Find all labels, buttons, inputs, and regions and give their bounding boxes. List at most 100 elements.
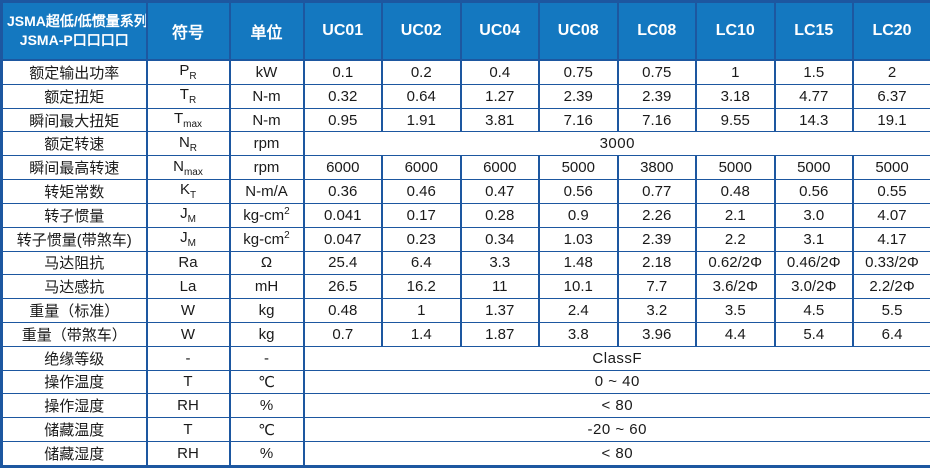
- value-cell-uc08: 0.75: [538, 59, 618, 85]
- symbol-cell: -: [145, 345, 230, 371]
- value-cell-uc01: 0.047: [302, 226, 382, 252]
- unit-cell: mH: [228, 274, 304, 299]
- spec-row: 绝缘等级 - - ClassF: [0, 345, 930, 371]
- value-cell-lc10: 0.62/2Φ: [695, 250, 775, 275]
- value-cell-uc08: 1.48: [538, 250, 618, 275]
- value-cell-lc20: 2.2/2Φ: [852, 274, 930, 299]
- row-label: 储藏湿度: [0, 441, 147, 467]
- spec-row: 瞬间最大扭矩 Tmax N-m 0.95 1.91 3.81 7.16 7.16 9.55 14.…: [0, 107, 930, 132]
- value-cell-uc02: 0.64: [381, 83, 461, 109]
- spec-row: 马达感抗 La mH 26.5 16.2 11 10.1 7.7 3.6/2Φ 3.0/2Φ 2.2…: [0, 274, 930, 299]
- value-cell-lc08: 0.75: [616, 59, 696, 85]
- value-cell-lc10: 3.6/2Φ: [695, 274, 775, 299]
- value-cell-lc10: 3.5: [695, 298, 775, 323]
- value-cell-lc15: 4.5: [773, 298, 853, 323]
- value-cell-lc20: 4.17: [852, 226, 930, 252]
- symbol-cell: RH: [145, 393, 230, 418]
- row-label: 操作湿度: [0, 393, 147, 418]
- value-cell-uc01: 0.36: [302, 179, 382, 204]
- value-cell-lc08: 2.39: [616, 226, 696, 252]
- value-cell-uc02: 0.23: [381, 226, 461, 252]
- value-cell-lc10: 1: [695, 59, 775, 85]
- value-cell-lc08: 7.7: [616, 274, 696, 299]
- series-title-line2: JSMA-P口口口口: [19, 32, 129, 48]
- symbol-cell: NR: [145, 131, 230, 156]
- value-cell-uc02: 0.17: [381, 202, 461, 228]
- spec-row: 转子惯量 JM kg-cm2 0.041 0.17 0.28 0.9 2.26 2.1 3.0 4.…: [0, 202, 930, 228]
- unit-cell: ℃: [228, 369, 304, 394]
- value-cell-lc10: 3.18: [695, 83, 775, 109]
- symbol-cell: KT: [145, 179, 230, 204]
- spec-row: 额定扭矩 TR N-m 0.32 0.64 1.27 2.39 2.39 3.18 4.77 6.3…: [0, 83, 930, 109]
- value-cell-uc02: 0.46: [381, 179, 461, 204]
- value-cell-uc04: 3.3: [459, 250, 539, 275]
- spec-row: 储藏湿度 RH% < 80: [0, 441, 930, 467]
- symbol-column-header: 符号: [145, 1, 230, 61]
- value-cell-uc04: 1.87: [459, 321, 539, 347]
- value-cell-lc08: 2.26: [616, 202, 696, 228]
- row-label: 瞬间最高转速: [0, 155, 147, 180]
- value-cell-lc10: 5000: [695, 155, 775, 180]
- model-header-uc01: UC01: [302, 1, 382, 61]
- unit-cell: kg-cm2: [228, 202, 304, 228]
- value-cell-lc10: 0.48: [695, 179, 775, 204]
- span-value-cell: < 80: [302, 393, 930, 418]
- span-value-cell: 3000: [302, 131, 930, 156]
- value-cell-uc04: 11: [459, 274, 539, 299]
- value-cell-lc20: 19.1: [852, 107, 930, 132]
- unit-cell: -: [228, 345, 304, 371]
- value-cell-uc01: 6000: [302, 155, 382, 180]
- value-cell-uc01: 0.48: [302, 298, 382, 323]
- value-cell-uc01: 25.4: [302, 250, 382, 275]
- row-label: 额定转速: [0, 131, 147, 156]
- spec-row: 操作湿度 RH% < 80: [0, 393, 930, 418]
- value-cell-lc15: 3.0: [773, 202, 853, 228]
- model-header-uc04: UC04: [459, 1, 539, 61]
- model-header-lc15: LC15: [773, 1, 853, 61]
- value-cell-lc08: 0.77: [616, 179, 696, 204]
- unit-column-header: 单位: [228, 1, 304, 61]
- row-label: 操作温度: [0, 369, 147, 394]
- value-cell-uc04: 1.27: [459, 83, 539, 109]
- value-cell-lc15: 0.46/2Φ: [773, 250, 853, 275]
- value-cell-uc04: 0.28: [459, 202, 539, 228]
- value-cell-uc01: 0.95: [302, 107, 382, 132]
- value-cell-uc08: 5000: [538, 155, 618, 180]
- unit-cell: kg: [228, 321, 304, 347]
- value-cell-lc15: 1.5: [773, 59, 853, 85]
- value-cell-uc08: 10.1: [538, 274, 618, 299]
- value-cell-uc04: 0.34: [459, 226, 539, 252]
- value-cell-lc15: 3.0/2Φ: [773, 274, 853, 299]
- value-cell-lc10: 9.55: [695, 107, 775, 132]
- value-cell-uc01: 0.041: [302, 202, 382, 228]
- value-cell-lc20: 0.33/2Φ: [852, 250, 930, 275]
- unit-cell: kg: [228, 298, 304, 323]
- value-cell-lc08: 3.2: [616, 298, 696, 323]
- unit-cell: Ω: [228, 250, 304, 275]
- value-cell-lc20: 6.4: [852, 321, 930, 347]
- symbol-cell: La: [145, 274, 230, 299]
- symbol-cell: Tmax: [145, 107, 230, 132]
- row-label: 转矩常数: [0, 179, 147, 204]
- symbol-cell: Ra: [145, 250, 230, 275]
- value-cell-uc01: 0.1: [302, 59, 382, 85]
- spec-row: 马达阻抗 Ra Ω 25.4 6.4 3.3 1.48 2.18 0.62/2Φ 0.46/2Φ 0…: [0, 250, 930, 275]
- row-label: 转子惯量: [0, 202, 147, 228]
- value-cell-uc04: 3.81: [459, 107, 539, 132]
- value-cell-lc08: 3800: [616, 155, 696, 180]
- spec-row: 转子惯量(带煞车) JM kg-cm2 0.047 0.23 0.34 1.03 2.39 2.…: [0, 226, 930, 252]
- symbol-cell: W: [145, 298, 230, 323]
- symbol-cell: T: [145, 417, 230, 442]
- symbol-cell: T: [145, 369, 230, 394]
- unit-cell: %: [228, 393, 304, 418]
- value-cell-uc02: 1.91: [381, 107, 461, 132]
- spec-row: 转矩常数 KT N-m/A 0.36 0.46 0.47 0.56 0.77 0.48 0.56 0…: [0, 179, 930, 204]
- value-cell-uc08: 7.16: [538, 107, 618, 132]
- value-cell-uc08: 3.8: [538, 321, 618, 347]
- value-cell-uc04: 1.37: [459, 298, 539, 323]
- value-cell-lc20: 6.37: [852, 83, 930, 109]
- symbol-cell: W: [145, 321, 230, 347]
- symbol-cell: RH: [145, 441, 230, 467]
- row-label: 储藏温度: [0, 417, 147, 442]
